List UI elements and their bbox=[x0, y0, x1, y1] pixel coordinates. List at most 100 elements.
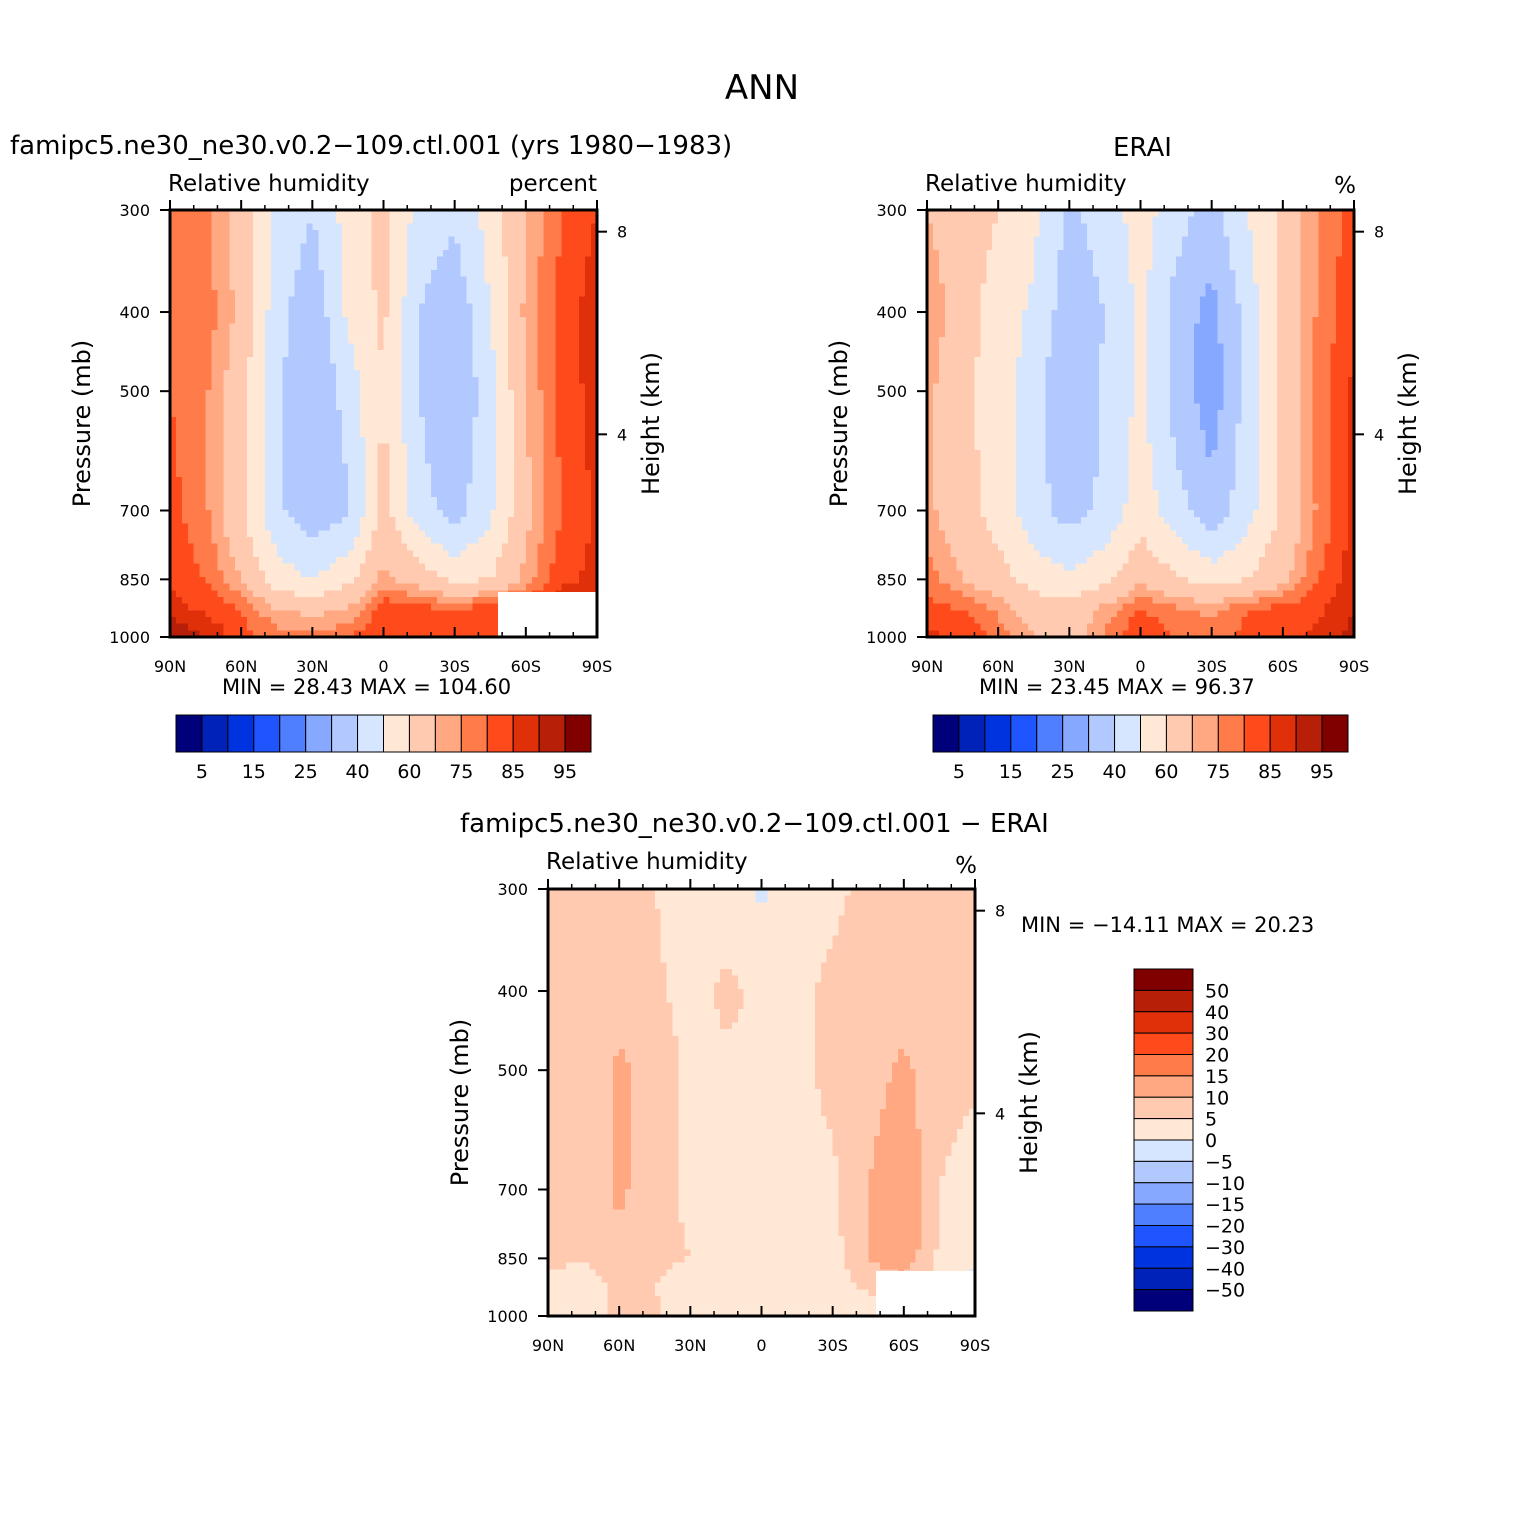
heatmap-cell bbox=[193, 616, 201, 625]
heatmap-cell bbox=[419, 436, 426, 445]
heatmap-cell bbox=[217, 310, 224, 318]
heatmap-cell bbox=[389, 583, 396, 591]
heatmap-cell bbox=[591, 516, 598, 525]
heatmap-cell bbox=[508, 490, 515, 498]
heatmap-cell bbox=[294, 583, 302, 591]
heatmap-cell bbox=[288, 430, 296, 438]
heatmap-cell bbox=[276, 316, 284, 325]
heatmap-cell bbox=[430, 616, 438, 625]
heatmap-cell bbox=[193, 230, 201, 238]
heatmap-cell bbox=[282, 383, 290, 391]
heatmap-cell bbox=[419, 263, 426, 271]
heatmap-cell bbox=[413, 603, 420, 611]
heatmap-cell bbox=[442, 556, 450, 565]
heatmap-cell bbox=[531, 410, 539, 418]
heatmap-cell bbox=[353, 623, 361, 631]
heatmap-cell bbox=[567, 396, 574, 405]
heatmap-cell bbox=[341, 496, 349, 505]
heatmap-cell bbox=[585, 223, 592, 231]
heatmap-cell bbox=[371, 603, 379, 611]
heatmap-cell bbox=[241, 210, 248, 218]
heatmap-cell bbox=[276, 536, 284, 545]
heatmap-cell bbox=[389, 530, 396, 538]
heatmap-cell bbox=[170, 503, 177, 511]
heatmap-cell bbox=[241, 303, 248, 311]
heatmap-cell bbox=[573, 536, 580, 545]
heatmap-cell bbox=[365, 236, 373, 244]
heatmap-cell bbox=[1116, 210, 1124, 218]
heatmap-cell bbox=[377, 316, 385, 325]
heatmap-cell bbox=[193, 256, 201, 264]
heatmap-cell bbox=[525, 470, 533, 478]
heatmap-cell bbox=[258, 543, 266, 551]
heatmap-cell bbox=[371, 596, 379, 605]
heatmap-cell bbox=[353, 323, 361, 331]
heatmap-cell bbox=[211, 603, 219, 611]
heatmap-cell bbox=[288, 210, 296, 218]
heatmap-cell bbox=[211, 463, 219, 471]
heatmap-cell bbox=[181, 436, 189, 445]
heatmap-cell bbox=[484, 590, 491, 598]
heatmap-cell bbox=[217, 443, 224, 451]
heatmap-cell bbox=[324, 530, 331, 538]
heatmap-cell bbox=[318, 216, 325, 224]
heatmap-cell bbox=[270, 496, 278, 505]
heatmap-cell bbox=[513, 423, 521, 431]
heatmap-cell bbox=[359, 563, 367, 571]
heatmap-cell bbox=[531, 223, 539, 231]
heatmap-cell bbox=[425, 510, 432, 518]
heatmap-cell bbox=[502, 516, 509, 525]
heatmap-cell bbox=[253, 290, 260, 298]
heatmap-cell bbox=[211, 510, 219, 518]
heatmap-cell bbox=[229, 403, 236, 411]
heatmap-cell bbox=[549, 396, 557, 405]
heatmap-cell bbox=[579, 563, 586, 571]
heatmap-cell bbox=[294, 363, 302, 371]
heatmap-cell bbox=[341, 383, 349, 391]
heatmap-cell bbox=[306, 583, 313, 591]
heatmap-cell bbox=[490, 496, 497, 505]
heatmap-cell bbox=[478, 416, 485, 425]
heatmap-cell bbox=[270, 450, 278, 458]
heatmap-cell bbox=[401, 456, 408, 465]
heatmap-cell bbox=[341, 230, 349, 238]
heatmap-cell bbox=[927, 216, 934, 224]
heatmap-cell bbox=[211, 296, 219, 304]
heatmap-cell bbox=[442, 263, 450, 271]
heatmap-cell bbox=[371, 336, 379, 345]
heatmap-cell bbox=[407, 596, 414, 605]
heatmap-cell bbox=[549, 316, 557, 325]
heatmap-cell bbox=[573, 330, 580, 338]
heatmap-cell bbox=[567, 336, 574, 345]
heatmap-cell bbox=[270, 316, 278, 325]
heatmap-cell bbox=[407, 543, 414, 551]
heatmap-cell bbox=[377, 523, 385, 531]
heatmap-cell bbox=[490, 503, 497, 511]
heatmap-cell bbox=[341, 256, 349, 264]
heatmap-cell bbox=[312, 263, 319, 271]
heatmap-cell bbox=[401, 250, 408, 258]
heatmap-cell bbox=[264, 536, 272, 545]
heatmap-cell bbox=[425, 296, 432, 304]
heatmap-cell bbox=[276, 243, 284, 251]
heatmap-cell bbox=[519, 556, 527, 565]
heatmap-cell bbox=[170, 516, 177, 525]
heatmap-cell bbox=[377, 376, 385, 385]
heatmap-cell bbox=[371, 236, 379, 244]
heatmap-cell bbox=[253, 383, 260, 391]
heatmap-cell bbox=[425, 463, 432, 471]
heatmap-cell bbox=[389, 556, 396, 565]
heatmap-cell bbox=[537, 403, 545, 411]
heatmap-cell bbox=[478, 370, 485, 378]
heatmap-cell bbox=[253, 336, 260, 345]
heatmap-cell bbox=[448, 243, 456, 251]
heatmap-cell bbox=[454, 270, 462, 278]
heatmap-cell bbox=[561, 310, 568, 318]
heatmap-cell bbox=[425, 370, 432, 378]
heatmap-cell bbox=[324, 263, 331, 271]
heatmap-cell bbox=[318, 616, 325, 625]
heatmap-cell bbox=[383, 343, 391, 351]
heatmap-cell bbox=[217, 523, 224, 531]
heatmap-cell bbox=[537, 243, 545, 251]
heatmap-cell bbox=[401, 276, 408, 284]
